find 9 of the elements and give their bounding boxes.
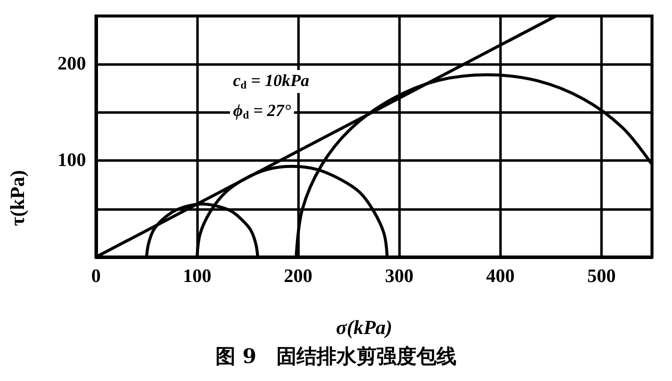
x-tick-label: 400 (486, 266, 515, 287)
x-tick-label: 100 (182, 266, 212, 287)
x-axis-title: σ(kPa) (336, 317, 392, 339)
x-tick-label: 500 (587, 266, 616, 287)
x-tick-label: 0 (91, 266, 101, 287)
x-tick-label: 300 (385, 266, 414, 287)
y-axis-title: τ(kPa) (7, 170, 29, 226)
text: 图 9 固结排水剪强度包线 (216, 344, 456, 368)
x-tick-label: 200 (284, 266, 312, 287)
